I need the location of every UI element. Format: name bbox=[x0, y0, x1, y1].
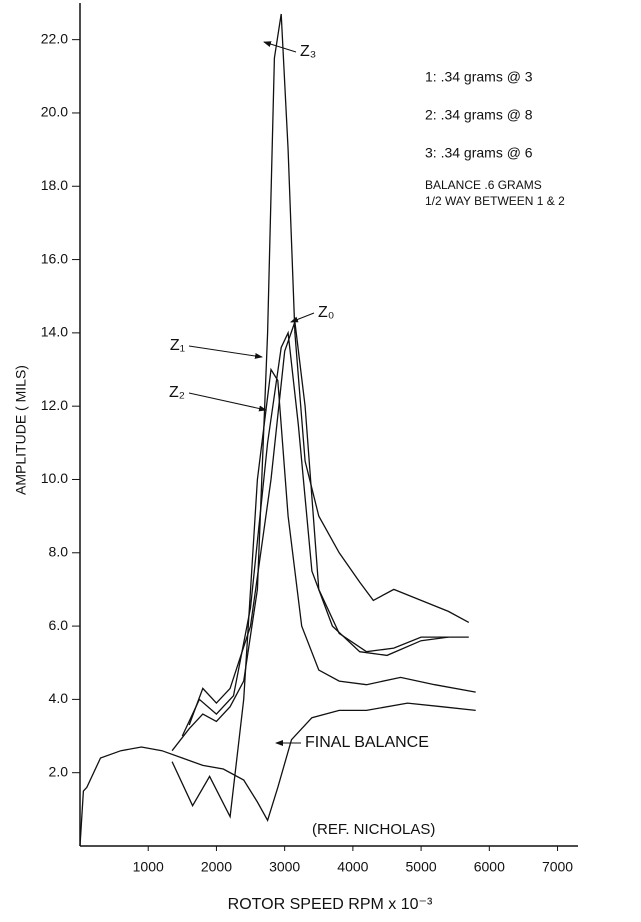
x-tick-label: 3000 bbox=[269, 859, 300, 875]
annotation: (REF. NICHOLAS) bbox=[312, 821, 435, 838]
annotation: BALANCE .6 GRAMS bbox=[425, 178, 542, 192]
y-tick-label: 4.0 bbox=[49, 690, 69, 706]
series-label: Z₁ bbox=[170, 337, 185, 354]
y-tick-label: 2.0 bbox=[49, 763, 69, 779]
y-tick-label: 6.0 bbox=[49, 617, 69, 633]
y-tick-label: 18.0 bbox=[41, 177, 68, 193]
series-label: FINAL BALANCE bbox=[305, 734, 429, 751]
y-tick-label: 16.0 bbox=[41, 250, 68, 266]
y-tick-label: 14.0 bbox=[41, 324, 68, 340]
x-tick-label: 7000 bbox=[542, 859, 573, 875]
series-label: Z₃ bbox=[300, 43, 316, 60]
y-tick-label: 12.0 bbox=[41, 397, 68, 413]
x-tick-label: 6000 bbox=[474, 859, 505, 875]
x-tick-label: 1000 bbox=[133, 859, 164, 875]
annotation: 2: .34 grams @ 8 bbox=[425, 107, 533, 123]
series-label: Z₂ bbox=[169, 384, 185, 401]
y-tick-label: 20.0 bbox=[41, 104, 68, 120]
label-arrow bbox=[263, 41, 297, 53]
series-line bbox=[181, 330, 449, 737]
label-arrow bbox=[188, 392, 267, 412]
series-line bbox=[188, 321, 469, 726]
series-line bbox=[171, 13, 470, 752]
y-tick-label: 10.0 bbox=[41, 470, 68, 486]
annotation: 1: .34 grams @ 3 bbox=[425, 69, 533, 85]
series-label: Z₀ bbox=[318, 304, 334, 321]
x-tick-label: 4000 bbox=[337, 859, 368, 875]
annotation: 1/2 WAY BETWEEN 1 & 2 bbox=[425, 194, 565, 208]
y-tick-label: 8.0 bbox=[49, 543, 69, 559]
x-tick-label: 5000 bbox=[406, 859, 437, 875]
x-axis-title: ROTOR SPEED RPM x 10⁻³ bbox=[228, 896, 433, 913]
series-line bbox=[171, 367, 476, 819]
annotation: 3: .34 grams @ 6 bbox=[425, 145, 533, 161]
label-arrow bbox=[290, 312, 315, 323]
series-line bbox=[79, 702, 476, 847]
label-arrow bbox=[188, 345, 263, 359]
y-axis-title: AMPLITUDE ( MILS) bbox=[13, 365, 29, 495]
x-tick-label: 2000 bbox=[201, 859, 232, 875]
y-tick-label: 22.0 bbox=[41, 30, 68, 46]
